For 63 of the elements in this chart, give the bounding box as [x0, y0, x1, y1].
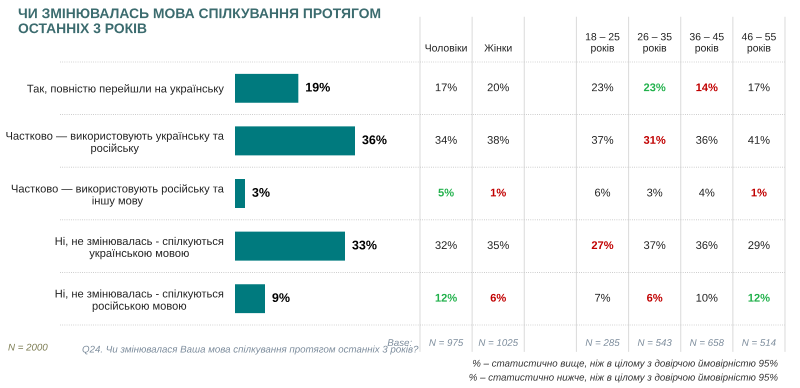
text: 37%	[644, 241, 666, 250]
text: 6%	[490, 294, 506, 302]
text: % – статистично вище, ніж в цілому з довірчою ймовірністю 95%	[472, 359, 778, 369]
text: 35%	[488, 241, 509, 250]
text: 36%	[696, 241, 718, 250]
text: 32%	[435, 241, 457, 250]
text: N = 543	[638, 339, 672, 346]
text: 38%	[488, 136, 509, 144]
text: 12%	[436, 294, 457, 302]
text: 1%	[752, 188, 767, 196]
y-tick-label: Частково — використовують російську та іншу мову	[12, 184, 224, 207]
y-tick-label: Ні, не змінювалась - спілкуються російською мовою	[56, 289, 224, 312]
y-tick-label: Ні, не змінювалась - спілкуються українською мовою	[56, 236, 224, 260]
category-label: Жінки	[484, 44, 512, 52]
text: 7%	[595, 294, 610, 302]
data-label: 33%	[352, 240, 377, 250]
bar	[235, 179, 245, 208]
text: N = 2000	[8, 344, 48, 351]
text: 31%	[644, 136, 666, 144]
bar	[235, 126, 355, 156]
y-tick-label: Частково — використовують українську та російську	[6, 132, 224, 154]
text: Base:	[388, 339, 412, 346]
text: N = 514	[742, 339, 776, 346]
category-label: 46 – 55 років	[742, 33, 776, 54]
text: 23%	[644, 83, 666, 92]
text: N = 1025	[478, 339, 518, 346]
category-label: 18 – 25 років	[586, 33, 620, 54]
text: 12%	[748, 294, 770, 302]
bar	[235, 284, 265, 314]
y-tick-label: Так, повністю перейшли на українську	[27, 84, 224, 95]
text: 6%	[595, 188, 610, 196]
text: 14%	[696, 83, 718, 92]
text: 34%	[435, 136, 457, 144]
data-label: 19%	[306, 82, 330, 92]
data-label: 9%	[272, 293, 290, 302]
text: N = 658	[690, 339, 724, 346]
category-label: 36 – 45 років	[690, 33, 724, 54]
text: 17%	[436, 83, 457, 92]
text: 5%	[438, 188, 454, 196]
text: 1%	[490, 188, 506, 196]
category-label: Чоловіки	[426, 44, 467, 52]
data-label: 36%	[362, 135, 387, 144]
data-label: 3%	[252, 188, 270, 197]
text: 17%	[748, 83, 770, 92]
text: N = 975	[429, 339, 464, 346]
text: 41%	[748, 136, 770, 144]
text: N = 285	[586, 339, 620, 346]
bar	[235, 74, 298, 103]
text: 20%	[488, 83, 509, 92]
bar	[235, 232, 345, 261]
text: 37%	[592, 136, 614, 144]
text: 29%	[748, 241, 770, 250]
text: 3%	[647, 188, 662, 196]
text: % – статистично нижче, ніж в цілому з довірчою ймовірністю 95%	[469, 373, 778, 383]
chart-title: ЧИ ЗМІНЮВАЛАСЬ МОВА СПІЛКУВАННЯ ПРОТЯГОМ ОСТАННІХ 3 РОКІВ	[18, 8, 380, 34]
category-label: 26 – 35 років	[638, 33, 672, 54]
text: 10%	[696, 294, 718, 302]
text: 4%	[699, 188, 714, 196]
text: 23%	[592, 83, 614, 92]
text: 27%	[592, 241, 614, 250]
text: 36%	[696, 136, 718, 144]
text: 6%	[647, 294, 662, 302]
text: Q24. Чи змінювалася Ваша мова спілкування протягом останніх 3 років?	[82, 345, 418, 355]
